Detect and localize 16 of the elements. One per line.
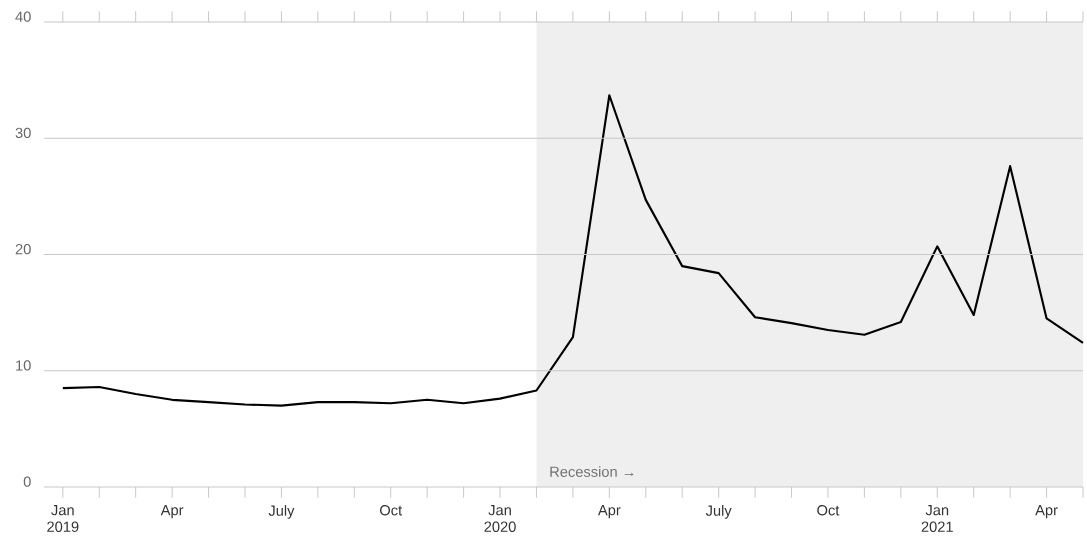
x-tick-label: July xyxy=(268,505,295,519)
x-tick-label: July xyxy=(705,505,732,519)
x-tick-label: Jan 2019 xyxy=(47,505,79,532)
x-tick-label: Jan 2020 xyxy=(484,505,516,532)
x-tick-label: Jan 2021 xyxy=(921,505,953,532)
y-tick-label: 30 xyxy=(15,127,31,139)
x-tick-label: Oct xyxy=(817,505,840,516)
y-tick-label: 10 xyxy=(16,360,31,371)
y-tick-label: 0 xyxy=(23,476,31,487)
y-tick-label: 20 xyxy=(15,243,31,255)
x-tick-label: Apr xyxy=(160,505,184,519)
y-tick-label: 40 xyxy=(15,11,31,22)
x-tick-label: Oct xyxy=(380,505,403,516)
x-tick-label: Apr xyxy=(597,505,621,519)
x-tick-label: Apr xyxy=(1035,505,1058,519)
band-label: Recession → xyxy=(550,466,634,477)
